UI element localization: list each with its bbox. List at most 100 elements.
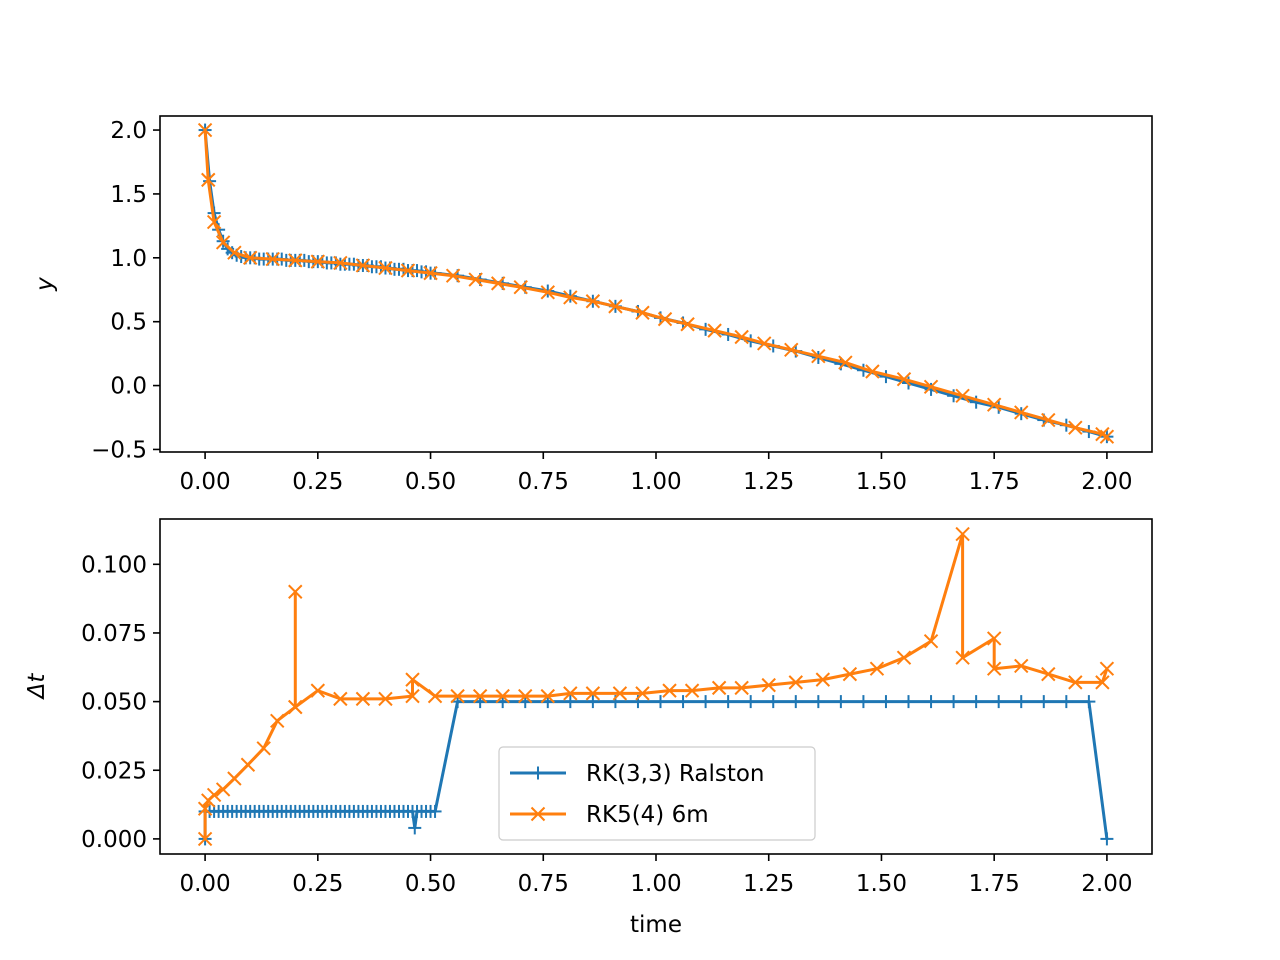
y-plot-point-rk54 (1014, 405, 1029, 420)
y-plot-ytick-label: 0.0 (110, 374, 147, 400)
dt-plot-point-rk54 (1014, 658, 1029, 674)
dt-plot-point-rk54 (240, 757, 256, 772)
dt-plot-ticks: 0.00 0.25 0.50 0.75 1.00 1.25 1.50 1.75 2.00 0.00… (81, 552, 1132, 897)
dt-plot-point-rk54 (540, 688, 555, 704)
dt-plot-point-rk54 (1099, 661, 1115, 676)
dt-plot-point-ralston (563, 695, 577, 709)
dt-plot-ytick-label: 0.075 (81, 621, 147, 647)
dt-plot-point-rk54 (734, 680, 749, 696)
dt-plot-xtick-label: 0.00 (179, 871, 230, 897)
dt-plot-point-rk54 (612, 686, 628, 701)
dt-plot-point-rk54 (815, 672, 831, 687)
dt-plot-point-rk54 (761, 677, 776, 693)
y-plot-point-rk54 (585, 294, 601, 309)
dt-axis-label: Δt (24, 673, 50, 701)
y-plot-point-rk54 (896, 371, 912, 387)
y-plot-point-rk54 (333, 255, 348, 271)
dt-plot-point-rk54 (563, 686, 578, 701)
y-plot-point-rk54 (1068, 420, 1083, 435)
dt-plot-point-ralston (1082, 695, 1096, 709)
legend: RK(3,3) Ralston RK5(4) 6m (498, 746, 816, 841)
y-plot-point-rk54 (378, 260, 393, 276)
y-plot-point-rk54 (734, 329, 749, 345)
dt-plot-line-rk54 (203, 532, 1109, 839)
y-plot-point-rk54 (657, 311, 673, 327)
dt-plot-point-rk54 (1068, 675, 1083, 690)
time-axis-label: time (630, 912, 682, 938)
dt-plot-xtick-label: 0.75 (518, 871, 569, 897)
dt-plot-point-ralston (699, 695, 713, 709)
y-plot-xtick-label: 0.75 (518, 469, 569, 495)
dt-plot-point-rk54 (472, 688, 488, 704)
legend-marker-glyph (530, 806, 546, 822)
dt-plot-xtick-label: 1.00 (630, 871, 681, 897)
dt-plot-point-rk54 (427, 688, 443, 704)
dt-plot-xtick-label: 1.50 (856, 871, 907, 897)
y-plot-area (160, 116, 1152, 452)
y-plot-point-rk54 (811, 348, 826, 364)
dt-plot-xtick-label: 1.75 (969, 871, 1020, 897)
y-plot-point-rk54 (400, 263, 416, 278)
y-plot-ytick-label: −0.5 (91, 437, 147, 463)
dt-plot-point-ralston (766, 695, 780, 709)
legend-box (498, 746, 816, 841)
y-plot-xtick-label: 2.00 (1081, 469, 1132, 495)
y-plot-point-rk54 (757, 336, 772, 351)
y-plot-ytick-label: 1.5 (110, 182, 147, 208)
dt-plot-point-rk54 (635, 686, 650, 701)
y-plot-ytick-label: 0.5 (110, 310, 147, 336)
y-plot-xtick-label: 1.75 (969, 469, 1020, 495)
y-plot-ytick-label: 1.0 (110, 246, 147, 272)
legend-label-ralston: RK(3,3) Ralston (586, 761, 765, 787)
dt-plot-point-rk54 (955, 526, 970, 542)
dt-plot-point-rk54 (842, 666, 858, 682)
dt-plot-point-rk54 (405, 672, 420, 687)
dt-plot-point-rk54 (355, 691, 371, 707)
dt-plot-point-rk54 (711, 680, 727, 696)
y-plot-point-rk54 (227, 245, 242, 260)
dt-plot-point-rk54 (206, 787, 222, 803)
y-plot-point-rk54 (513, 279, 528, 295)
dt-plot-point-rk54 (986, 661, 1002, 676)
dt-plot-point-rk54 (923, 633, 939, 649)
dt-plot-point-rk54 (227, 771, 242, 786)
dt-plot-point-rk54 (896, 650, 912, 665)
dt-plot-point-ralston (902, 695, 916, 709)
y-plot-point-rk54 (838, 355, 853, 370)
dt-plot: 0.00 0.25 0.50 0.75 1.00 1.25 1.50 1.75 2.00 0.00… (24, 518, 1153, 938)
dt-plot-series (197, 526, 1115, 847)
y-plot: 0.00 0.25 0.50 0.75 1.00 1.25 1.50 1.75 2.00 −0.5… (32, 115, 1153, 495)
y-axis-label: y (32, 277, 58, 292)
dt-plot-point-rk54 (662, 683, 677, 698)
y-plot-point-rk54 (784, 342, 799, 358)
y-plot-xtick-label: 1.00 (630, 469, 681, 495)
dt-plot-point-ralston (428, 804, 442, 818)
y-plot-ticks: 0.00 0.25 0.50 0.75 1.00 1.25 1.50 1.75 2.00 −0.5… (91, 118, 1132, 495)
y-plot-point-rk54 (310, 254, 326, 269)
y-plot-point-rk54 (680, 317, 695, 332)
y-plot-point-rk54 (355, 258, 371, 273)
dt-plot-ytick-label: 0.050 (81, 690, 147, 716)
y-plot-point-rk54 (1095, 426, 1110, 442)
dt-plot-point-rk54 (788, 675, 803, 690)
dt-plot-point-rk54 (197, 831, 213, 847)
dt-plot-point-rk54 (585, 686, 601, 701)
dt-plot-point-rk54 (333, 691, 348, 707)
y-plot-point-rk54 (490, 276, 506, 291)
legend-marker-glyph (531, 766, 545, 780)
y-plot-point-rk54 (865, 364, 880, 379)
dt-plot-point-rk54 (684, 683, 700, 698)
y-plot-point-rk54 (423, 265, 438, 281)
dt-plot-point-rk54 (378, 691, 393, 707)
y-plot-point-rk54 (242, 250, 258, 266)
y-plot-point-rk54 (468, 272, 483, 287)
y-plot-ytick-label: 2.0 (110, 118, 147, 144)
dt-plot-point-rk54 (1041, 666, 1056, 682)
y-plot-xtick-label: 0.50 (405, 469, 456, 495)
dt-plot-xtick-label: 0.25 (292, 871, 343, 897)
dt-plot-point-ralston (1100, 832, 1114, 846)
dt-plot-xtick-label: 0.50 (405, 871, 456, 897)
dt-plot-point-rk54 (869, 661, 885, 676)
dt-plot-point-ralston (992, 695, 1006, 709)
dt-plot-point-rk54 (405, 688, 420, 704)
